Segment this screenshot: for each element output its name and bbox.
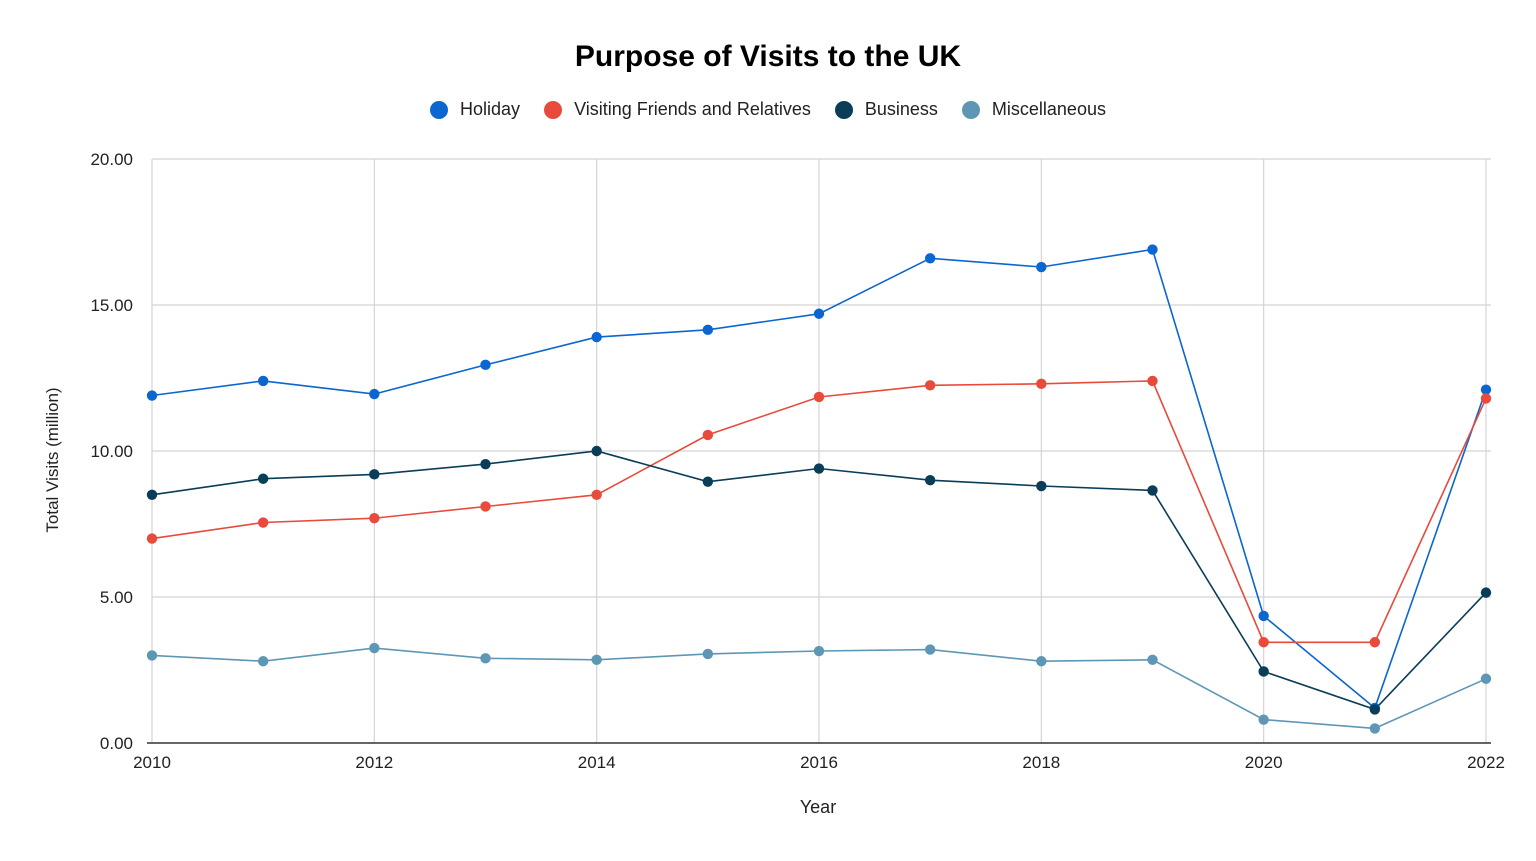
legend-item-miscellaneous[interactable]: Miscellaneous — [961, 99, 1106, 120]
legend-label-visiting-friends-and-relatives: Visiting Friends and Relatives — [574, 99, 811, 119]
legend-item-business[interactable]: Business — [834, 99, 938, 120]
data-point-miscellaneous[interactable] — [1369, 723, 1381, 734]
data-point-miscellaneous[interactable] — [1036, 656, 1047, 667]
legend-label-holiday: Holiday — [460, 99, 521, 119]
x-tick-label: 2018 — [1022, 753, 1060, 772]
data-point-business[interactable] — [257, 473, 269, 484]
data-point-miscellaneous[interactable] — [369, 642, 380, 654]
y-tick-label: 15.00 — [90, 296, 133, 315]
data-point-miscellaneous[interactable] — [480, 653, 491, 664]
data-point-holiday[interactable] — [480, 359, 491, 371]
data-point-business[interactable] — [369, 469, 380, 480]
data-point-visiting-friends-and-relatives[interactable] — [591, 489, 602, 500]
legend-marker-miscellaneous — [961, 100, 980, 119]
data-point-holiday[interactable] — [1480, 384, 1492, 395]
data-point-business[interactable] — [702, 476, 714, 487]
data-point-miscellaneous[interactable] — [1147, 654, 1158, 665]
x-tick-label: 2010 — [133, 753, 171, 772]
legend-label-business: Business — [864, 99, 938, 119]
data-point-holiday[interactable] — [591, 331, 602, 343]
data-point-visiting-friends-and-relatives[interactable] — [702, 429, 714, 441]
x-tick-label: 2012 — [355, 753, 393, 772]
axes: 0.00 5.00 10.00 15.00 20.00 2010 2012 2014 2016 2… — [90, 150, 1504, 772]
data-point-visiting-friends-and-relatives[interactable] — [924, 380, 936, 391]
data-point-business[interactable] — [1369, 704, 1381, 715]
data-point-miscellaneous[interactable] — [813, 645, 825, 657]
data-point-holiday[interactable] — [702, 324, 714, 336]
data-point-holiday[interactable] — [257, 375, 269, 387]
data-point-visiting-friends-and-relatives[interactable] — [1036, 378, 1047, 390]
data-point-holiday[interactable] — [1036, 261, 1047, 273]
data-point-business[interactable] — [1036, 480, 1047, 492]
data-point-holiday[interactable] — [146, 390, 158, 401]
data-point-miscellaneous[interactable] — [1480, 673, 1492, 684]
legend-marker-visiting-friends-and-relatives — [544, 100, 563, 119]
data-point-miscellaneous[interactable] — [591, 654, 602, 665]
x-tick-label: 2020 — [1245, 753, 1283, 772]
y-tick-label: 0.00 — [100, 734, 133, 753]
data-point-miscellaneous[interactable] — [1258, 714, 1269, 725]
data-point-visiting-friends-and-relatives[interactable] — [369, 512, 380, 524]
x-axis-title: Year — [800, 797, 836, 817]
data-point-business[interactable] — [924, 475, 936, 486]
data-point-miscellaneous[interactable] — [257, 656, 269, 667]
data-point-business[interactable] — [480, 458, 491, 470]
data-point-business[interactable] — [591, 445, 602, 457]
data-point-business[interactable] — [1147, 485, 1158, 496]
data-point-business[interactable] — [813, 463, 825, 474]
data-point-visiting-friends-and-relatives[interactable] — [1369, 637, 1381, 648]
legend-marker-business — [834, 100, 853, 119]
legend-item-visiting-friends-and-relatives[interactable]: Visiting Friends and Relatives — [544, 99, 811, 120]
chart-title: Purpose of Visits to the UK — [574, 40, 962, 73]
data-point-visiting-friends-and-relatives[interactable] — [480, 501, 491, 512]
data-point-holiday[interactable] — [924, 253, 936, 264]
series-lines — [146, 244, 1492, 734]
data-point-visiting-friends-and-relatives[interactable] — [1258, 637, 1269, 648]
y-tick-label: 5.00 — [100, 588, 133, 607]
legend-label-miscellaneous: Miscellaneous — [991, 99, 1106, 119]
data-point-visiting-friends-and-relatives[interactable] — [1480, 393, 1492, 404]
x-tick-label: 2014 — [578, 753, 616, 772]
y-axis-title: Total Visits (million) — [43, 387, 62, 532]
chart-legend: Holiday Visiting Friends and Relatives B… — [0, 99, 1536, 120]
data-point-holiday[interactable] — [813, 308, 825, 319]
data-point-miscellaneous[interactable] — [924, 644, 936, 655]
x-tick-label: 2016 — [800, 753, 838, 772]
data-point-holiday[interactable] — [1258, 610, 1269, 622]
data-point-holiday[interactable] — [369, 388, 380, 400]
x-tick-label: 2022 — [1467, 753, 1505, 772]
data-point-miscellaneous[interactable] — [702, 648, 714, 660]
data-point-visiting-friends-and-relatives[interactable] — [146, 533, 158, 544]
data-point-business[interactable] — [146, 489, 158, 500]
legend-item-holiday[interactable]: Holiday — [430, 99, 520, 120]
data-point-holiday[interactable] — [1147, 244, 1158, 255]
data-point-miscellaneous[interactable] — [146, 650, 158, 661]
data-point-visiting-friends-and-relatives[interactable] — [257, 517, 269, 528]
legend-marker-holiday — [430, 100, 449, 119]
y-tick-label: 20.00 — [90, 150, 133, 169]
data-point-visiting-friends-and-relatives[interactable] — [813, 391, 825, 403]
data-point-business[interactable] — [1480, 587, 1492, 598]
data-point-business[interactable] — [1258, 666, 1269, 677]
y-tick-label: 10.00 — [90, 442, 133, 461]
data-point-visiting-friends-and-relatives[interactable] — [1147, 375, 1158, 387]
